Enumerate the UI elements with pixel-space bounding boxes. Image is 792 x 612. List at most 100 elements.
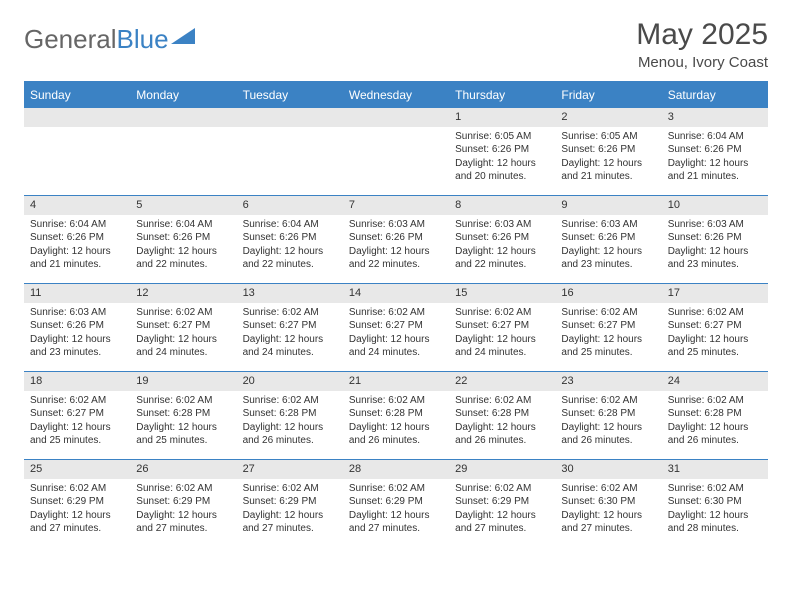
sunset-line: Sunset: 6:30 PM — [668, 495, 762, 509]
calendar-cell-blank — [24, 107, 130, 195]
sunrise-line: Sunrise: 6:02 AM — [30, 394, 124, 408]
day-details: Sunrise: 6:05 AMSunset: 6:26 PMDaylight:… — [555, 127, 661, 190]
sunrise-line: Sunrise: 6:04 AM — [30, 218, 124, 232]
sunset-line: Sunset: 6:29 PM — [455, 495, 549, 509]
daylight-line: Daylight: 12 hours and 22 minutes. — [349, 245, 443, 272]
day-number: 21 — [343, 372, 449, 391]
calendar-cell: 18 Sunrise: 6:02 AMSunset: 6:27 PMDayligh… — [24, 371, 130, 459]
daylight-line: Daylight: 12 hours and 20 minutes. — [455, 157, 549, 184]
daylight-line: Daylight: 12 hours and 26 minutes. — [349, 421, 443, 448]
day-number: 4 — [24, 196, 130, 215]
day-number: 10 — [662, 196, 768, 215]
calendar-cell: 24Sunrise: 6:02 AMSunset: 6:28 PMDayligh… — [662, 371, 768, 459]
daylight-line: Daylight: 12 hours and 25 minutes. — [30, 421, 124, 448]
sunrise-line: Sunrise: 6:05 AM — [561, 130, 655, 144]
logo: GeneralBlue — [24, 18, 195, 55]
sunrise-line: Sunrise: 6:03 AM — [30, 306, 124, 320]
calendar-cell: 11 Sunrise: 6:03 AMSunset: 6:26 PMDayligh… — [24, 283, 130, 371]
daylight-line: Daylight: 12 hours and 26 minutes. — [455, 421, 549, 448]
day-number: 6 — [237, 196, 343, 215]
sunset-line: Sunset: 6:29 PM — [136, 495, 230, 509]
day-details: Sunrise: 6:04 AMSunset: 6:26 PMDaylight:… — [662, 127, 768, 190]
calendar-cell-blank — [343, 107, 449, 195]
day-details: Sunrise: 6:02 AMSunset: 6:29 PMDaylight:… — [449, 479, 555, 542]
calendar-cell: 14Sunrise: 6:02 AMSunset: 6:27 PMDayligh… — [343, 283, 449, 371]
day-number: 7 — [343, 196, 449, 215]
sunset-line: Sunset: 6:27 PM — [30, 407, 124, 421]
daylight-line: Daylight: 12 hours and 27 minutes. — [561, 509, 655, 536]
daylight-line: Daylight: 12 hours and 21 minutes. — [561, 157, 655, 184]
day-details: Sunrise: 6:02 AMSunset: 6:29 PMDaylight:… — [343, 479, 449, 542]
calendar-cell: 29Sunrise: 6:02 AMSunset: 6:29 PMDayligh… — [449, 459, 555, 547]
sunrise-line: Sunrise: 6:02 AM — [30, 482, 124, 496]
sunset-line: Sunset: 6:26 PM — [561, 143, 655, 157]
daylight-line: Daylight: 12 hours and 25 minutes. — [136, 421, 230, 448]
day-number: 22 — [449, 372, 555, 391]
sunset-line: Sunset: 6:30 PM — [561, 495, 655, 509]
day-details: Sunrise: 6:02 AMSunset: 6:28 PMDaylight:… — [343, 391, 449, 454]
sunrise-line: Sunrise: 6:02 AM — [561, 482, 655, 496]
weekday-header: Wednesday — [343, 83, 449, 107]
sunset-line: Sunset: 6:26 PM — [349, 231, 443, 245]
sunrise-line: Sunrise: 6:02 AM — [455, 482, 549, 496]
calendar-cell: 1Sunrise: 6:05 AMSunset: 6:26 PMDaylight… — [449, 107, 555, 195]
day-number: 15 — [449, 284, 555, 303]
daylight-line: Daylight: 12 hours and 25 minutes. — [561, 333, 655, 360]
day-number: 11 — [24, 284, 130, 303]
sunset-line: Sunset: 6:26 PM — [30, 319, 124, 333]
sunrise-line: Sunrise: 6:04 AM — [136, 218, 230, 232]
sunrise-line: Sunrise: 6:02 AM — [349, 482, 443, 496]
day-details: Sunrise: 6:03 AMSunset: 6:26 PMDaylight:… — [343, 215, 449, 278]
sunset-line: Sunset: 6:26 PM — [243, 231, 337, 245]
day-number: 18 — [24, 372, 130, 391]
daylight-line: Daylight: 12 hours and 21 minutes. — [30, 245, 124, 272]
sunset-line: Sunset: 6:28 PM — [243, 407, 337, 421]
sunrise-line: Sunrise: 6:02 AM — [136, 306, 230, 320]
day-details: Sunrise: 6:02 AMSunset: 6:27 PMDaylight:… — [662, 303, 768, 366]
sunrise-line: Sunrise: 6:02 AM — [668, 394, 762, 408]
header: GeneralBlue May 2025 Menou, Ivory Coast — [24, 18, 768, 71]
day-number: 1 — [449, 108, 555, 127]
sunrise-line: Sunrise: 6:02 AM — [243, 394, 337, 408]
sunrise-line: Sunrise: 6:02 AM — [561, 306, 655, 320]
daylight-line: Daylight: 12 hours and 23 minutes. — [30, 333, 124, 360]
calendar-cell: 28Sunrise: 6:02 AMSunset: 6:29 PMDayligh… — [343, 459, 449, 547]
day-details: Sunrise: 6:02 AMSunset: 6:30 PMDaylight:… — [555, 479, 661, 542]
day-details: Sunrise: 6:02 AMSunset: 6:28 PMDaylight:… — [237, 391, 343, 454]
weekday-header: Tuesday — [237, 83, 343, 107]
calendar-cell: 8Sunrise: 6:03 AMSunset: 6:26 PMDaylight… — [449, 195, 555, 283]
weekday-header: Friday — [555, 83, 661, 107]
calendar-cell: 21Sunrise: 6:02 AMSunset: 6:28 PMDayligh… — [343, 371, 449, 459]
sunset-line: Sunset: 6:28 PM — [561, 407, 655, 421]
sunset-line: Sunset: 6:27 PM — [136, 319, 230, 333]
sunset-line: Sunset: 6:29 PM — [243, 495, 337, 509]
sunset-line: Sunset: 6:27 PM — [243, 319, 337, 333]
day-details: Sunrise: 6:04 AMSunset: 6:26 PMDaylight:… — [24, 215, 130, 278]
day-details: Sunrise: 6:02 AMSunset: 6:29 PMDaylight:… — [130, 479, 236, 542]
sunset-line: Sunset: 6:29 PM — [30, 495, 124, 509]
weekday-header: Monday — [130, 83, 236, 107]
day-number: 25 — [24, 460, 130, 479]
calendar-cell: 20Sunrise: 6:02 AMSunset: 6:28 PMDayligh… — [237, 371, 343, 459]
day-details: Sunrise: 6:04 AMSunset: 6:26 PMDaylight:… — [130, 215, 236, 278]
calendar-cell: 17Sunrise: 6:02 AMSunset: 6:27 PMDayligh… — [662, 283, 768, 371]
day-number: 9 — [555, 196, 661, 215]
calendar-cell: 26Sunrise: 6:02 AMSunset: 6:29 PMDayligh… — [130, 459, 236, 547]
day-details: Sunrise: 6:05 AMSunset: 6:26 PMDaylight:… — [449, 127, 555, 190]
day-details: Sunrise: 6:02 AMSunset: 6:27 PMDaylight:… — [449, 303, 555, 366]
day-details: Sunrise: 6:03 AMSunset: 6:26 PMDaylight:… — [662, 215, 768, 278]
daylight-line: Daylight: 12 hours and 28 minutes. — [668, 509, 762, 536]
day-number: 14 — [343, 284, 449, 303]
day-details: Sunrise: 6:02 AMSunset: 6:29 PMDaylight:… — [237, 479, 343, 542]
day-number: 23 — [555, 372, 661, 391]
sunset-line: Sunset: 6:26 PM — [30, 231, 124, 245]
calendar-cell: 9Sunrise: 6:03 AMSunset: 6:26 PMDaylight… — [555, 195, 661, 283]
calendar-cell: 27Sunrise: 6:02 AMSunset: 6:29 PMDayligh… — [237, 459, 343, 547]
sunset-line: Sunset: 6:28 PM — [668, 407, 762, 421]
daylight-line: Daylight: 12 hours and 25 minutes. — [668, 333, 762, 360]
sunset-line: Sunset: 6:28 PM — [136, 407, 230, 421]
sunrise-line: Sunrise: 6:02 AM — [668, 306, 762, 320]
daylight-line: Daylight: 12 hours and 26 minutes. — [243, 421, 337, 448]
day-number: 2 — [555, 108, 661, 127]
day-number: 27 — [237, 460, 343, 479]
